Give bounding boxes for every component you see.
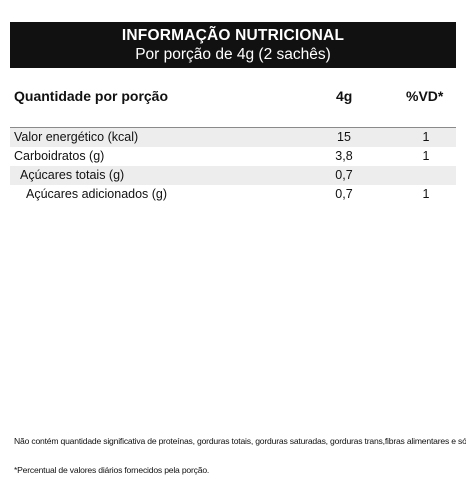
insignificant-nutrients-note: Não contém quantidade significativa de p…: [14, 436, 466, 446]
nutrient-label: Carboidratos (g): [14, 149, 105, 163]
nutrition-title: INFORMAÇÃO NUTRICIONAL: [121, 27, 345, 44]
nutrient-label: Açúcares totais (g): [20, 168, 125, 182]
nutrient-vd: 1: [422, 149, 430, 163]
column-header-amount: 4g: [336, 88, 353, 104]
nutrient-row-added-sugars: Açúcares adicionados (g) 0,7 1: [10, 185, 456, 204]
nutrient-row-total-sugars: Açúcares totais (g) 0,7: [10, 166, 456, 185]
nutrient-amount: 3,8: [335, 149, 353, 163]
nutrient-vd: 1: [422, 187, 430, 201]
nutrition-header: INFORMAÇÃO NUTRICIONAL Por porção de 4g …: [10, 22, 456, 68]
nutrient-row-energy: Valor energético (kcal) 15 1: [10, 128, 456, 147]
nutrient-label: Valor energético (kcal): [14, 130, 139, 144]
daily-value-footnote: *Percentual de valores diários fornecido…: [14, 465, 210, 475]
serving-size: Por porção de 4g (2 sachês): [135, 46, 331, 63]
nutrient-amount: 0,7: [335, 187, 353, 201]
nutrient-row-carbohydrates: Carboidratos (g) 3,8 1: [10, 147, 456, 166]
nutrition-facts-panel: INFORMAÇÃO NUTRICIONAL Por porção de 4g …: [10, 22, 466, 492]
nutrient-amount: 0,7: [335, 168, 353, 182]
column-header-label: Quantidade por porção: [14, 88, 169, 104]
nutrient-vd: 1: [422, 130, 430, 144]
column-header-row: Quantidade por porção 4g %VD*: [10, 68, 456, 128]
nutrient-label: Açúcares adicionados (g): [26, 187, 168, 201]
column-header-vd: %VD*: [406, 88, 444, 104]
nutrient-amount: 15: [337, 130, 351, 144]
